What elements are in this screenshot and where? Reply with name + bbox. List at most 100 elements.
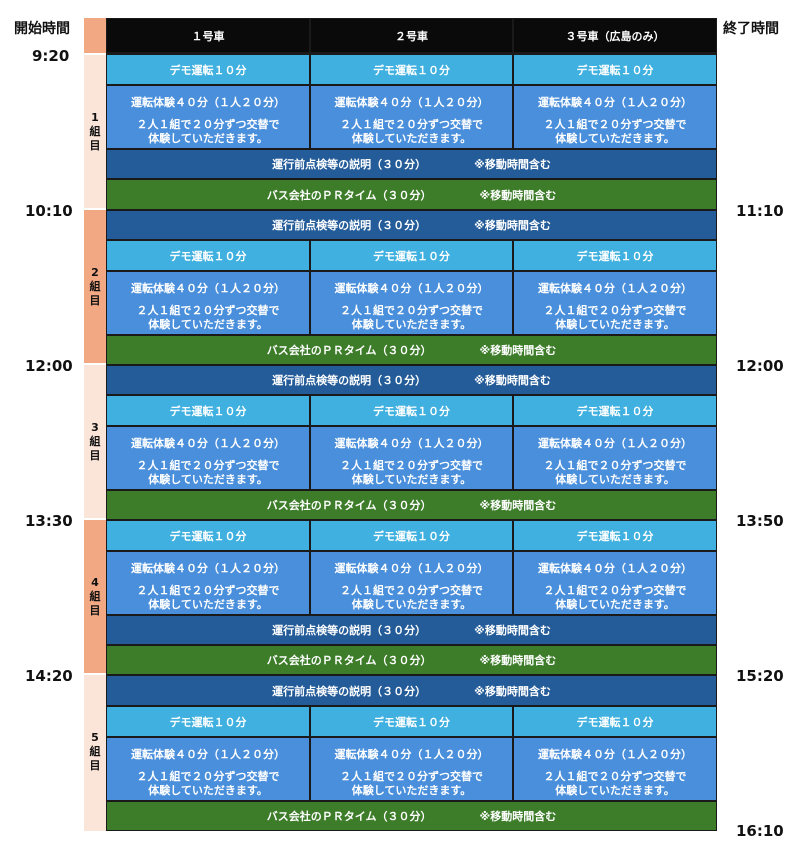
drive-label: 運転体験４０分（１人２０分） — [334, 437, 489, 450]
demo-label: デモ運転１０分 — [576, 715, 654, 729]
pr-label: バス会社のＰＲタイム（３０分） — [266, 654, 432, 667]
column-header-label: ３号車（広島のみ） — [565, 29, 665, 43]
end-time-label: 16:10 — [736, 822, 784, 840]
pair-note: ２人１組で２０分ずつ交替で 体験していただきます。 — [340, 459, 483, 486]
pair-note: ２人１組で２０分ずつ交替で 体験していただきます。 — [136, 584, 280, 611]
pr-row: バス会社のＰＲタイム（３０分） ※移動時間含む — [107, 646, 716, 674]
start-time-label: 9:20 — [32, 47, 70, 65]
demo-cell: デモ運転１０分 — [107, 396, 309, 425]
move-note: ※移動時間含む — [474, 219, 551, 232]
drive-experience-cell: 運転体験４０分（１人２０分） ２人１組で２０分ずつ交替で 体験していただきます。 — [514, 86, 716, 148]
drive-experience-cell: 運転体験４０分（１人２０分） ２人１組で２０分ずつ交替で 体験していただきます。 — [107, 272, 309, 334]
demo-cell: デモ運転１０分 — [311, 521, 512, 550]
group-strip-4: 4 組 目 — [84, 520, 106, 673]
drive-experience-cell: 運転体験４０分（１人２０分） ２人１組で２０分ずつ交替で 体験していただきます。 — [311, 272, 512, 334]
drive-label: 運転体験４０分（１人２０分） — [131, 437, 285, 450]
end-time-label: 13:50 — [736, 512, 784, 530]
demo-label: デモ運転１０分 — [373, 404, 450, 418]
drive-label: 運転体験４０分（１人２０分） — [538, 562, 692, 575]
pair-note: ２人１組で２０分ずつ交替で 体験していただきます。 — [543, 459, 687, 486]
drive-label: 運転体験４０分（１人２０分） — [131, 562, 285, 575]
group-strip-5: 5 組 目 — [84, 675, 106, 831]
drive-label: 運転体験４０分（１人２０分） — [538, 437, 692, 450]
demo-label: デモ運転１０分 — [373, 715, 450, 729]
drive-experience-cell: 運転体験４０分（１人２０分） ２人１組で２０分ずつ交替で 体験していただきます。 — [514, 738, 716, 800]
end-time-label: 11:10 — [736, 202, 784, 220]
column-header-car-3: ３号車（広島のみ） — [514, 19, 716, 52]
briefing-label: 運行前点検等の説明（３０分） — [272, 684, 427, 698]
pair-note: ２人１組で２０分ずつ交替で 体験していただきます。 — [136, 459, 280, 486]
demo-label: デモ運転１０分 — [169, 529, 247, 543]
drive-experience-cell: 運転体験４０分（１人２０分） ２人１組で２０分ずつ交替で 体験していただきます。 — [107, 427, 309, 489]
move-note: ※移動時間含む — [479, 654, 557, 667]
move-note: ※移動時間含む — [479, 499, 557, 512]
briefing-row: 運行前点検等の説明（３０分） ※移動時間含む — [107, 211, 716, 239]
demo-cell: デモ運転１０分 — [311, 396, 512, 425]
pair-note: ２人１組で２０分ずつ交替で 体験していただきます。 — [543, 770, 687, 797]
pair-note: ２人１組で２０分ずつ交替で 体験していただきます。 — [340, 118, 483, 145]
schedule-table: １号車 ２号車 ３号車（広島のみ） デモ運転１０分 デモ運転１０分 デモ運転１０… — [106, 18, 717, 831]
column-header-car-2: ２号車 — [311, 19, 512, 52]
drive-label: 運転体験４０分（１人２０分） — [334, 748, 489, 761]
drive-label: 運転体験４０分（１人２０分） — [538, 748, 692, 761]
demo-label: デモ運転１０分 — [373, 63, 450, 77]
drive-experience-cell: 運転体験４０分（１人２０分） ２人１組で２０分ずつ交替で 体験していただきます。 — [107, 552, 309, 614]
pr-row: バス会社のＰＲタイム（３０分） ※移動時間含む — [107, 802, 716, 830]
drive-label: 運転体験４０分（１人２０分） — [334, 282, 489, 295]
pr-label: バス会社のＰＲタイム（３０分） — [266, 499, 432, 512]
pair-note: ２人１組で２０分ずつ交替で 体験していただきます。 — [136, 770, 280, 797]
pair-note: ２人１組で２０分ずつ交替で 体験していただきます。 — [340, 584, 483, 611]
briefing-row: 運行前点検等の説明（３０分） ※移動時間含む — [107, 676, 716, 705]
pair-note: ２人１組で２０分ずつ交替で 体験していただきます。 — [340, 770, 483, 797]
demo-label: デモ運転１０分 — [576, 404, 654, 418]
demo-label: デモ運転１０分 — [576, 63, 654, 77]
demo-cell: デモ運転１０分 — [107, 241, 309, 270]
pair-note: ２人１組で２０分ずつ交替で 体験していただきます。 — [543, 118, 687, 145]
start-time-label: 14:20 — [25, 667, 73, 685]
demo-cell: デモ運転１０分 — [514, 241, 716, 270]
group-label: 5 組 目 — [89, 731, 101, 772]
pair-note: ２人１組で２０分ずつ交替で 体験していただきます。 — [136, 304, 280, 331]
move-note: ※移動時間含む — [474, 158, 551, 171]
move-note: ※移動時間含む — [474, 374, 551, 387]
group-strip-3: 3 組 目 — [84, 365, 106, 518]
drive-experience-cell: 運転体験４０分（１人２０分） ２人１組で２０分ずつ交替で 体験していただきます。 — [514, 552, 716, 614]
pr-row: バス会社のＰＲタイム（３０分） ※移動時間含む — [107, 491, 716, 519]
move-note: ※移動時間含む — [479, 810, 557, 823]
demo-label: デモ運転１０分 — [576, 529, 654, 543]
drive-experience-cell: 運転体験４０分（１人２０分） ２人１組で２０分ずつ交替で 体験していただきます。 — [107, 86, 309, 148]
pair-note: ２人１組で２０分ずつ交替で 体験していただきます。 — [543, 304, 687, 331]
briefing-label: 運行前点検等の説明（３０分） — [272, 219, 427, 232]
group-label: 1 組 目 — [89, 111, 101, 152]
group-label: 2 組 目 — [89, 266, 101, 307]
demo-cell: デモ運転１０分 — [107, 55, 309, 84]
end-time-header: 終了時間 — [723, 21, 779, 37]
demo-cell: デモ運転１０分 — [311, 707, 512, 736]
demo-cell: デモ運転１０分 — [514, 55, 716, 84]
pair-note: ２人１組で２０分ずつ交替で 体験していただきます。 — [543, 584, 687, 611]
drive-label: 運転体験４０分（１人２０分） — [538, 96, 692, 109]
demo-label: デモ運転１０分 — [169, 63, 247, 77]
start-time-label: 13:30 — [25, 512, 73, 530]
demo-label: デモ運転１０分 — [373, 249, 450, 263]
group-strip-2: 2 組 目 — [84, 210, 106, 363]
drive-experience-cell: 運転体験４０分（１人２０分） ２人１組で２０分ずつ交替で 体験していただきます。 — [311, 86, 512, 148]
column-header-label: ２号車 — [395, 29, 428, 43]
drive-experience-cell: 運転体験４０分（１人２０分） ２人１組で２０分ずつ交替で 体験していただきます。 — [514, 427, 716, 489]
move-note: ※移動時間含む — [479, 188, 557, 202]
demo-cell: デモ運転１０分 — [311, 55, 512, 84]
briefing-label: 運行前点検等の説明（３０分） — [272, 624, 427, 637]
demo-label: デモ運転１０分 — [169, 404, 247, 418]
briefing-row: 運行前点検等の説明（３０分） ※移動時間含む — [107, 366, 716, 394]
briefing-row: 運行前点検等の説明（３０分） ※移動時間含む — [107, 150, 716, 178]
drive-label: 運転体験４０分（１人２０分） — [538, 282, 692, 295]
drive-label: 運転体験４０分（１人２０分） — [131, 96, 285, 109]
group-strip-1: 1 組 目 — [84, 55, 106, 208]
move-note: ※移動時間含む — [474, 624, 551, 637]
column-header-label: １号車 — [191, 29, 225, 43]
start-time-header: 開始時間 — [14, 21, 70, 37]
drive-experience-cell: 運転体験４０分（１人２０分） ２人１組で２０分ずつ交替で 体験していただきます。 — [107, 738, 309, 800]
demo-cell: デモ運転１０分 — [107, 707, 309, 736]
drive-label: 運転体験４０分（１人２０分） — [334, 96, 489, 109]
drive-experience-cell: 運転体験４０分（１人２０分） ２人１組で２０分ずつ交替で 体験していただきます。 — [311, 738, 512, 800]
